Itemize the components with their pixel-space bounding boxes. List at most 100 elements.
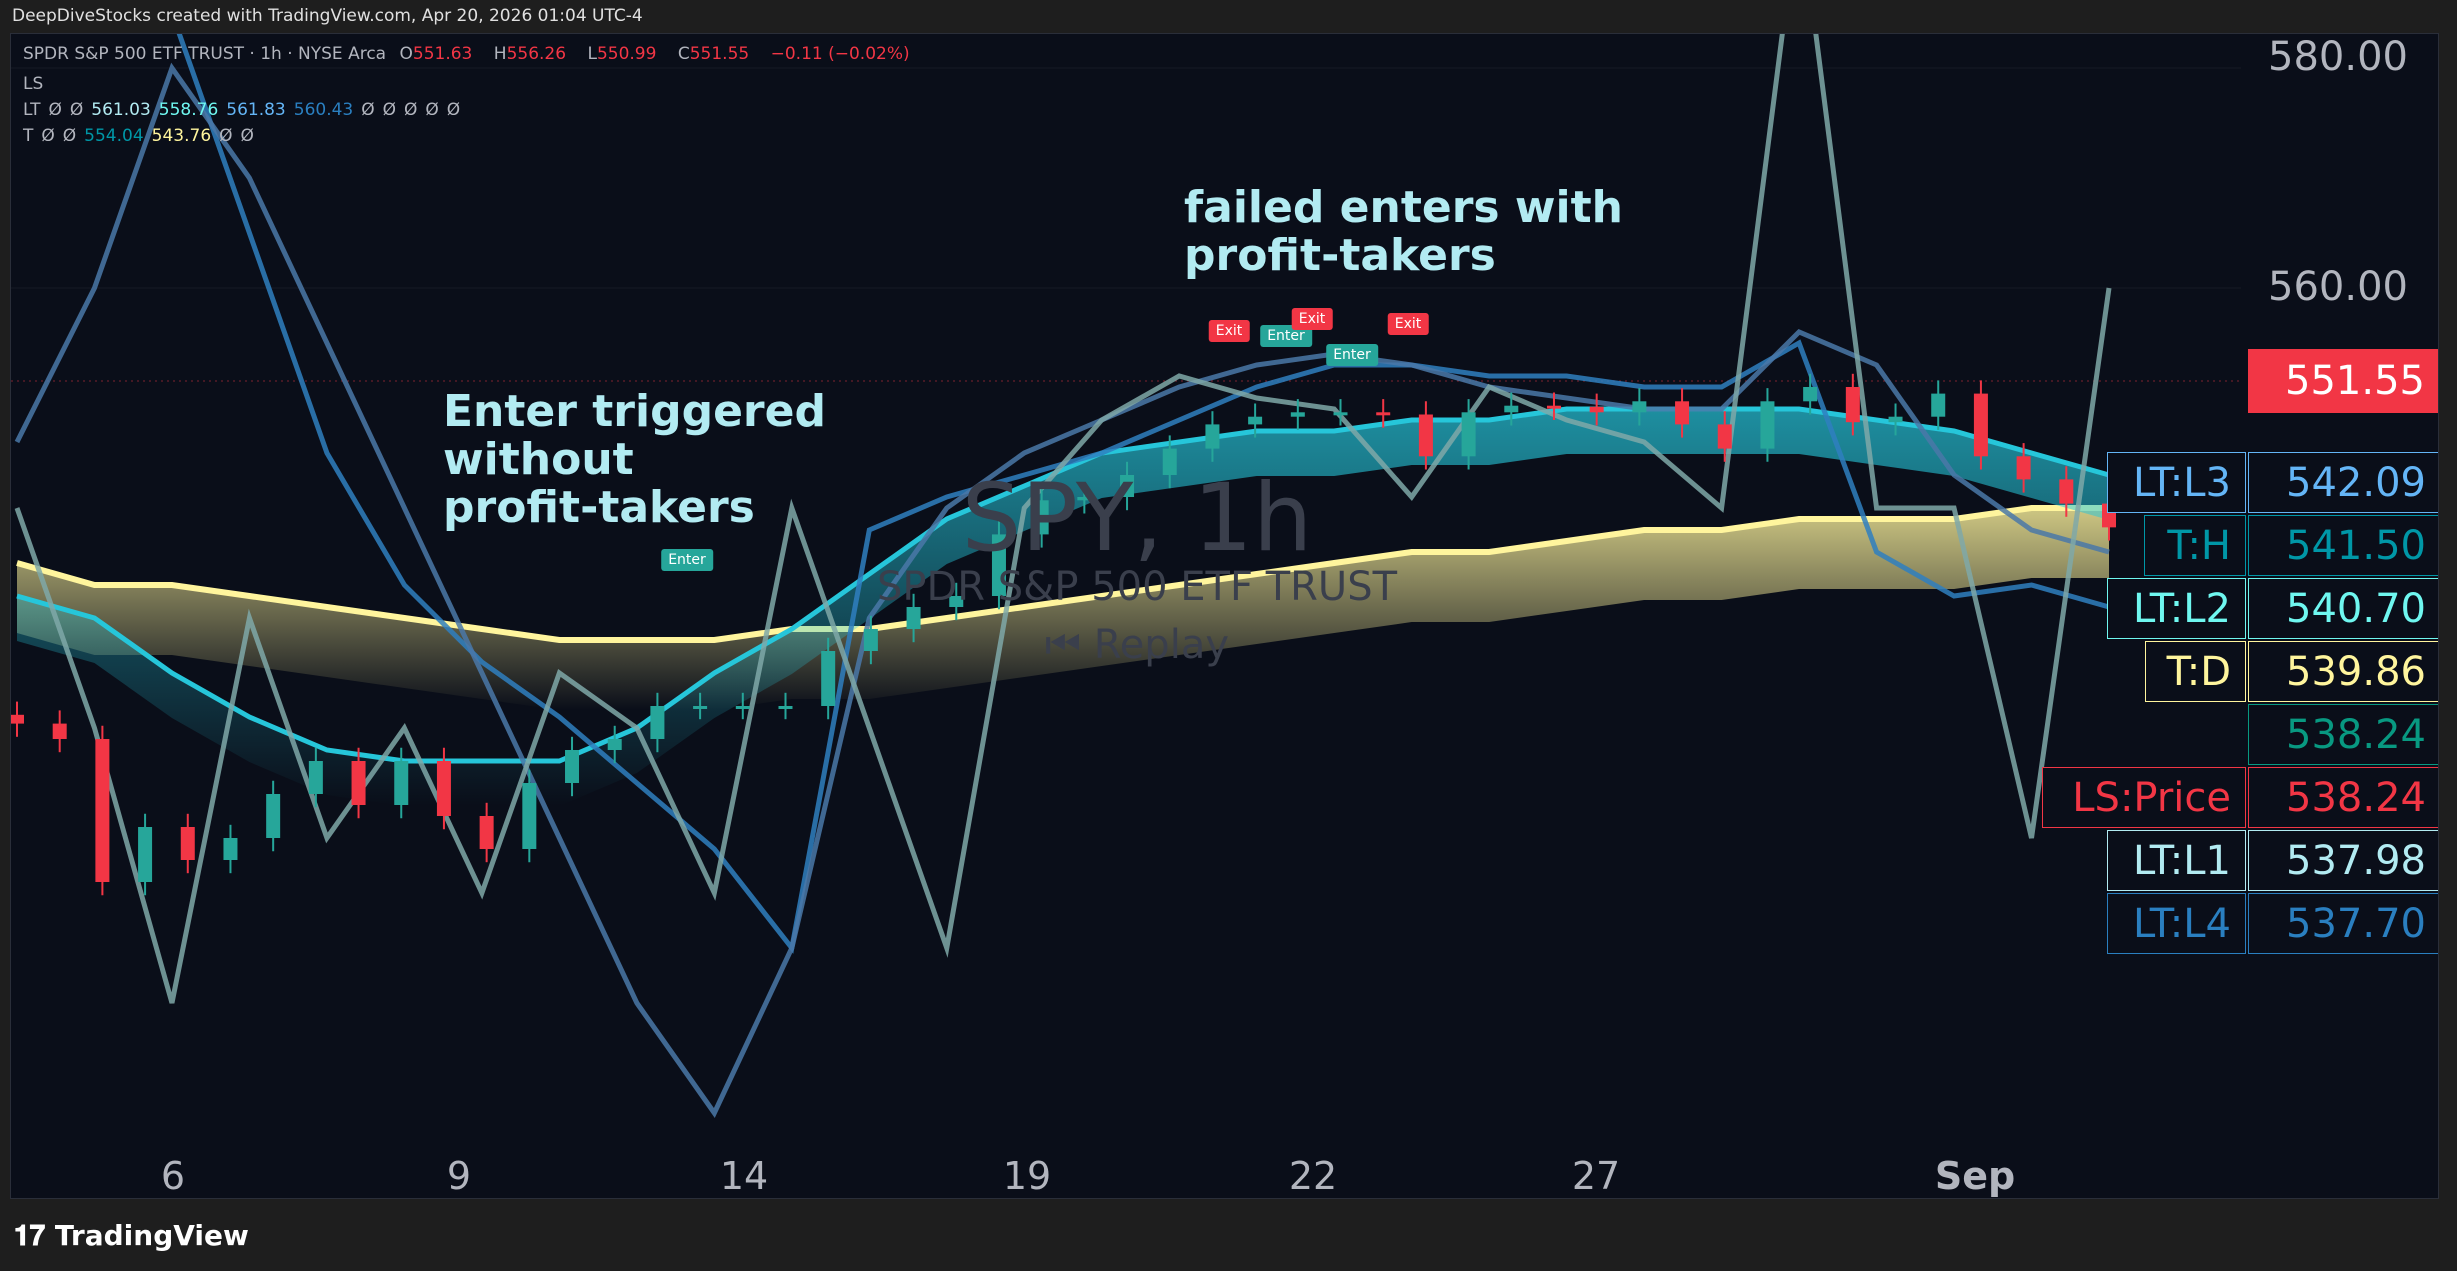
price-label-value: 538.24 bbox=[2248, 704, 2438, 765]
t-value: Ø bbox=[240, 126, 254, 146]
t-value: 543.76 bbox=[151, 126, 212, 146]
replay-icon: ⏮ bbox=[1044, 622, 1094, 668]
annotation-failed-enters[interactable]: failed enters with profit-takers bbox=[1184, 182, 1623, 281]
time-tick: 22 bbox=[1288, 1154, 1338, 1198]
candle-body bbox=[1973, 393, 1988, 457]
high-label: H bbox=[493, 44, 507, 64]
lt-name: LT bbox=[23, 100, 41, 120]
candle-body bbox=[1290, 412, 1305, 417]
lt-value: 561.83 bbox=[226, 100, 286, 120]
candle-body bbox=[308, 761, 323, 794]
lt-value: Ø bbox=[69, 100, 84, 120]
lt-legend[interactable]: LT Ø Ø 561.03 558.76 561.83 560.43 Ø Ø Ø Ø Ø bbox=[23, 100, 468, 120]
lt-value: 561.03 bbox=[91, 100, 151, 120]
lt-value: Ø bbox=[425, 100, 439, 120]
change-value: −0.11 (−0.02%) bbox=[770, 44, 910, 64]
candle-body bbox=[266, 794, 281, 838]
open-label: O bbox=[399, 44, 413, 64]
candle-body bbox=[436, 761, 451, 816]
exit-marker[interactable]: Exit bbox=[1291, 308, 1333, 330]
price-label-name: T:H bbox=[2144, 515, 2246, 576]
lt-value: 560.43 bbox=[293, 100, 354, 120]
candle-body bbox=[778, 706, 793, 709]
current-price-label: 551.55 bbox=[2248, 349, 2438, 413]
exit-marker[interactable]: Exit bbox=[1208, 320, 1250, 342]
high-value: 556.26 bbox=[506, 44, 567, 64]
symbol-name: SPDR S&P 500 ETF TRUST · 1h · NYSE Arca bbox=[23, 44, 387, 64]
candle-body bbox=[1461, 412, 1476, 457]
close-value: 551.55 bbox=[689, 44, 750, 64]
indicator-line-lt-l1 bbox=[14, 34, 2112, 1004]
tv-icon: 𝟏𝟕 bbox=[14, 1219, 55, 1252]
candle-body bbox=[1675, 401, 1690, 425]
lt-value: Ø bbox=[446, 100, 461, 120]
candle-body bbox=[52, 723, 67, 739]
candle-body bbox=[949, 596, 964, 607]
chart-pane[interactable]: SPDR S&P 500 ETF TRUST · 1h · NYSE Arca … bbox=[10, 33, 2439, 1199]
enter-marker[interactable]: Enter bbox=[661, 549, 713, 571]
exit-marker[interactable]: Exit bbox=[1387, 313, 1429, 335]
candle-body bbox=[1888, 416, 1903, 423]
price-chart[interactable] bbox=[11, 34, 2438, 1198]
candle-body bbox=[1931, 393, 1946, 417]
candle-body bbox=[1162, 448, 1177, 475]
tradingview-logo[interactable]: 𝟏𝟕 TradingView bbox=[14, 1219, 249, 1253]
candle-body bbox=[95, 739, 110, 882]
time-tick: 9 bbox=[446, 1154, 472, 1198]
candle-body bbox=[1333, 412, 1348, 416]
candle-body bbox=[991, 534, 1006, 596]
candle-body bbox=[650, 706, 665, 739]
t-value: Ø bbox=[219, 126, 233, 146]
candle-body bbox=[1376, 412, 1391, 416]
open-value: 551.63 bbox=[412, 44, 473, 64]
price-label-name: LT:L1 bbox=[2107, 830, 2246, 891]
candle-body bbox=[1546, 405, 1561, 409]
candle-body bbox=[2059, 479, 2074, 504]
ls-legend[interactable]: LS bbox=[23, 74, 44, 94]
candle-body bbox=[1845, 387, 1860, 423]
watermark-title: SPY, 1h bbox=[961, 464, 1313, 573]
candle-body bbox=[863, 629, 878, 651]
candle-body bbox=[735, 706, 750, 709]
candle-body bbox=[906, 607, 921, 629]
t-h-line bbox=[16, 406, 2110, 764]
price-label-value: 540.70 bbox=[2248, 578, 2438, 639]
low-label: L bbox=[587, 44, 597, 64]
lt-value: Ø bbox=[48, 100, 62, 120]
lt-value: Ø bbox=[404, 100, 418, 120]
candle-body bbox=[11, 714, 24, 724]
symbol-legend[interactable]: SPDR S&P 500 ETF TRUST · 1h · NYSE Arca … bbox=[23, 44, 918, 64]
candle-body bbox=[1632, 401, 1647, 413]
candle-body bbox=[1034, 500, 1049, 535]
enter-marker[interactable]: Enter bbox=[1260, 325, 1312, 347]
candle-body bbox=[394, 761, 409, 805]
t-value: Ø bbox=[62, 126, 77, 146]
lt-value: Ø bbox=[382, 100, 397, 120]
candle-body bbox=[565, 750, 580, 783]
annotation-enter-triggered[interactable]: Enter triggered without profit-takers bbox=[443, 386, 826, 533]
footer: 𝟏𝟕 TradingView bbox=[0, 1199, 2457, 1271]
t-value: 554.04 bbox=[84, 126, 144, 146]
candle-body bbox=[1717, 424, 1732, 449]
lt-value: 558.76 bbox=[158, 100, 219, 120]
candle-body bbox=[1760, 401, 1775, 449]
t-h-band-fill bbox=[17, 409, 2109, 806]
candle-body bbox=[223, 838, 238, 860]
candle-body bbox=[1504, 405, 1519, 413]
replay-button[interactable]: ⏮ Replay bbox=[687, 622, 1587, 668]
candle-body bbox=[1205, 424, 1220, 449]
time-tick: 27 bbox=[1571, 1154, 1621, 1198]
price-label-value: 539.86 bbox=[2248, 641, 2438, 702]
t-legend[interactable]: T Ø Ø 554.04 543.76 Ø Ø bbox=[23, 126, 262, 146]
t-value: Ø bbox=[41, 126, 55, 146]
price-label-name: LT:L4 bbox=[2107, 893, 2246, 954]
enter-marker[interactable]: Enter bbox=[1326, 344, 1378, 366]
t-name: T bbox=[23, 126, 34, 146]
watermark-subtitle: SPDR S&P 500 ETF TRUST bbox=[876, 564, 1398, 610]
price-tick: 560.00 bbox=[2268, 264, 2408, 310]
lt-value: Ø bbox=[361, 100, 375, 120]
price-label-name: T:D bbox=[2145, 641, 2246, 702]
candle-body bbox=[607, 739, 622, 750]
credit-bar: DeepDiveStocks created with TradingView.… bbox=[0, 0, 2457, 33]
price-label-name: LT:L3 bbox=[2107, 452, 2246, 513]
